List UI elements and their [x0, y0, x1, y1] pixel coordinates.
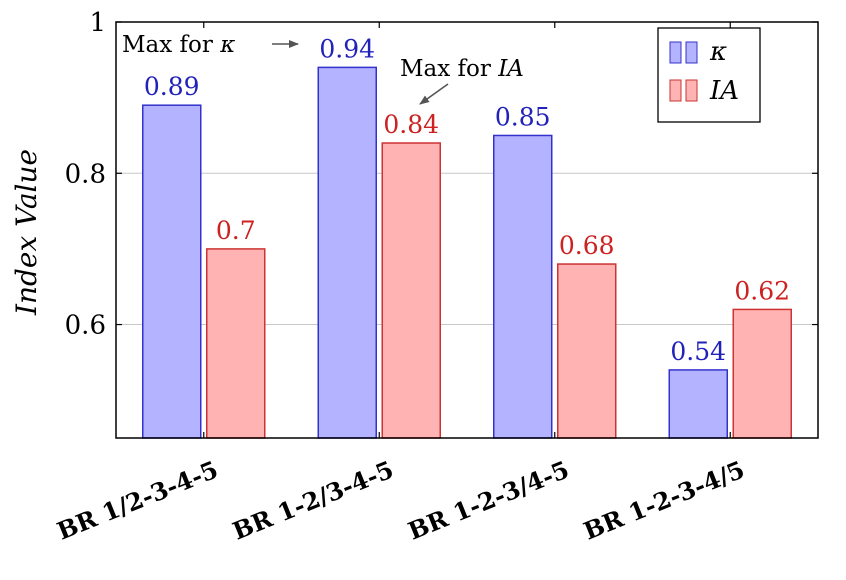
annotation-max-kappa-prefix: Max for: [122, 32, 220, 58]
legend-label-ia: IA: [709, 76, 739, 106]
legend-label-kappa: κ: [709, 37, 727, 67]
annotation-max-ia-arrow: [419, 83, 449, 105]
y-tick-label: 0.8: [65, 159, 106, 189]
annotation-max-kappa-symbol: κ: [219, 32, 235, 58]
legend-swatch-kappa-a: [669, 41, 682, 64]
data-label-ia-4: 0.62: [734, 276, 790, 305]
legend-swatch-ia-b: [685, 79, 698, 102]
data-labels: 0.89 0.7 0.94 0.84 0.85 0.68 0.54 0.62: [144, 34, 790, 366]
legend-swatch-kappa-b: [685, 41, 698, 64]
y-axis-label: Index Value: [10, 149, 43, 316]
category-labels: BR 1/2-3-4-5 BR 1-2/3-4-5 BR 1-2-3/4-5 BR 1…: [53, 455, 749, 546]
bar-kappa-4: [668, 369, 728, 439]
bar-kappa-1: [142, 104, 202, 439]
data-label-kappa-2: 0.94: [319, 34, 375, 63]
data-label-kappa-3: 0.85: [495, 102, 551, 131]
annotation-max-ia-symbol: IA: [497, 56, 524, 82]
bar-kappa-2: [317, 66, 377, 439]
annotation-max-ia: Max for IA: [400, 56, 524, 105]
bar-ia-3: [557, 263, 617, 439]
legend-swatch-ia-a: [669, 79, 682, 102]
annotation-max-kappa-text: Max for κ: [122, 32, 235, 58]
data-label-kappa-4: 0.54: [670, 337, 726, 366]
data-label-kappa-1: 0.89: [144, 72, 200, 101]
annotation-max-ia-prefix: Max for: [400, 56, 498, 82]
annotation-max-ia-text: Max for IA: [400, 56, 524, 82]
bar-ia-4: [732, 308, 792, 439]
bars: [142, 66, 792, 439]
y-tick-label: 0.6: [65, 311, 106, 341]
annotation-max-kappa: Max for κ: [122, 32, 299, 58]
x-category-label: BR 1-2/3-4-5: [228, 455, 397, 546]
x-category-label: BR 1-2-3/4-5: [404, 455, 573, 546]
data-label-ia-3: 0.68: [559, 231, 615, 260]
bar-ia-1: [206, 248, 266, 439]
plot-frame: [115, 21, 819, 439]
x-category-label: BR 1-2-3-4/5: [579, 455, 748, 546]
legend-entry-ia: IA: [669, 76, 739, 106]
bar-ia-2: [381, 142, 441, 439]
legend-entry-kappa: κ: [669, 37, 727, 67]
legend: κ IA: [657, 27, 761, 123]
y-tick-label: 1: [89, 8, 106, 38]
data-label-ia-1: 0.7: [216, 216, 256, 245]
bar-kappa-3: [493, 134, 553, 439]
x-category-label: BR 1/2-3-4-5: [53, 455, 222, 546]
axis-ticks: 0.6 0.8 1: [65, 8, 818, 438]
data-label-ia-2: 0.84: [383, 110, 439, 139]
